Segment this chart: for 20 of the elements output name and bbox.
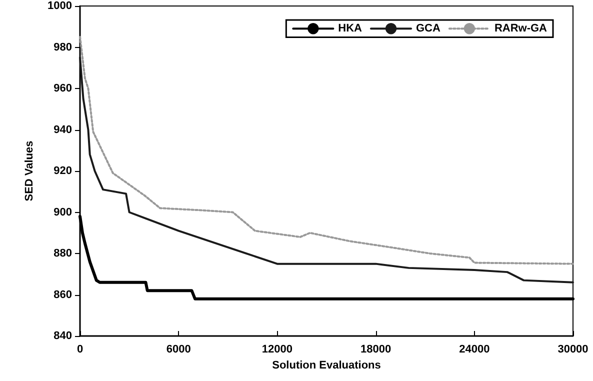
- x-tick-label: 6000: [166, 344, 191, 356]
- x-tick-label: 30000: [558, 344, 588, 356]
- y-tick-label: 1000: [48, 0, 72, 12]
- legend-label: RARw-GA: [494, 22, 548, 35]
- y-tick-label: 940: [54, 124, 72, 136]
- x-tick-label: 24000: [459, 344, 490, 356]
- x-tick-label: 0: [76, 344, 84, 356]
- y-tick-label: 860: [54, 288, 72, 301]
- legend-label: GCA: [416, 22, 441, 35]
- y-axis-title: SED Values: [24, 140, 36, 202]
- x-tick-label: 18000: [360, 344, 392, 356]
- y-tick-label: 840: [54, 330, 72, 342]
- y-tick-label: 980: [54, 41, 72, 54]
- legend-label: HKA: [338, 22, 362, 35]
- y-tick-label: 900: [54, 206, 72, 218]
- y-tick-label: 880: [54, 248, 72, 260]
- y-tick-label: 960: [54, 82, 72, 94]
- x-axis-title: Solution Evaluations: [272, 359, 381, 372]
- x-tick-label: 12000: [262, 344, 292, 356]
- y-tick-label: 920: [54, 165, 72, 177]
